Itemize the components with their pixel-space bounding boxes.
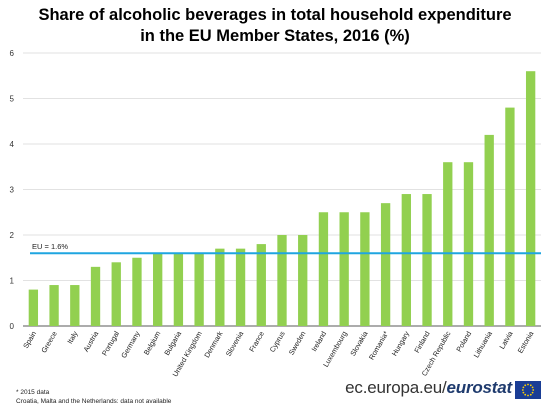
bar-france xyxy=(256,244,266,326)
bar-portugal xyxy=(111,262,121,326)
x-tick-label: Belgium xyxy=(142,329,163,356)
x-tick-label: Slovakia xyxy=(348,330,369,358)
chart-title-line-2: in the EU Member States, 2016 (%) xyxy=(140,27,410,45)
bar-slovenia xyxy=(235,248,246,326)
bar-latvia xyxy=(505,107,515,326)
x-tick-label: Lithuania xyxy=(472,330,494,360)
x-tick-label: Romania* xyxy=(367,329,391,361)
x-tick-label: France xyxy=(247,330,266,354)
y-tick-label: 6 xyxy=(10,49,15,58)
y-tick-label: 5 xyxy=(10,95,15,104)
bar-italy xyxy=(70,285,80,326)
bar-poland xyxy=(463,162,474,326)
bar-hungary xyxy=(401,194,411,326)
y-axis-ticks: 0 1 2 3 4 5 6 xyxy=(10,49,15,331)
brand-site: ec.europa.eu/ xyxy=(345,378,447,397)
footnote-2015: * 2015 data xyxy=(16,389,50,396)
x-tick-label: Cyprus xyxy=(268,329,287,354)
bar-estonia xyxy=(525,71,536,326)
bar-denmark xyxy=(215,248,225,326)
bar-austria xyxy=(90,266,101,326)
bar-spain xyxy=(28,289,39,326)
x-tick-label: Bulgaria xyxy=(162,330,183,357)
brand-name: eurostat xyxy=(446,378,513,397)
bar-czech-republic xyxy=(443,162,453,326)
x-tick-label: Portugal xyxy=(100,329,121,357)
x-tick-label: Germany xyxy=(119,329,142,359)
x-tick-label: Ireland xyxy=(309,330,328,354)
eurostat-url[interactable]: ec.europa.eu/eurostat xyxy=(345,378,512,398)
bar-cyprus xyxy=(277,235,287,326)
eu-flag-icon xyxy=(515,381,541,399)
bar-finland xyxy=(422,194,432,326)
eu-reference-line: EU = 1.6% xyxy=(30,242,541,255)
bars xyxy=(28,71,536,326)
x-tick-label: Slovenia xyxy=(224,330,246,358)
x-tick-label: Spain xyxy=(21,330,38,350)
bar-belgium xyxy=(153,253,163,326)
x-tick-label: Italy xyxy=(65,329,80,345)
bar-slovakia xyxy=(360,212,370,326)
x-tick-label: Estonia xyxy=(516,330,536,355)
y-tick-label: 3 xyxy=(10,186,15,195)
bar-bulgaria xyxy=(173,253,184,326)
footnote-not-available: Croatia, Malta and the Netherlands: data… xyxy=(16,398,172,405)
x-tick-label: Sweden xyxy=(287,330,308,357)
bar-ireland xyxy=(318,212,329,326)
x-tick-label: Denmark xyxy=(202,329,225,359)
bar-romania xyxy=(380,203,391,326)
bar-lithuania xyxy=(484,134,494,326)
x-tick-label: Finland xyxy=(412,330,432,355)
y-tick-label: 2 xyxy=(10,231,15,240)
bar-greece xyxy=(49,285,59,326)
grid-lines xyxy=(23,52,541,327)
x-tick-label: Hungary xyxy=(390,329,412,357)
bar-united-kingdom xyxy=(194,253,204,326)
x-tick-label: Greece xyxy=(39,330,59,355)
y-tick-label: 0 xyxy=(10,322,15,331)
x-tick-label: Austria xyxy=(81,330,100,354)
bar-sweden xyxy=(298,235,308,326)
y-tick-label: 1 xyxy=(10,277,15,286)
eu-average-label: EU = 1.6% xyxy=(32,242,68,251)
x-tick-label: Poland xyxy=(454,330,473,354)
bar-luxembourg xyxy=(339,212,349,326)
x-tick-label: Latvia xyxy=(497,330,514,351)
bar-germany xyxy=(132,257,142,326)
chart-title-line-1: Share of alcoholic beverages in total ho… xyxy=(38,6,512,24)
y-tick-label: 4 xyxy=(10,140,15,149)
